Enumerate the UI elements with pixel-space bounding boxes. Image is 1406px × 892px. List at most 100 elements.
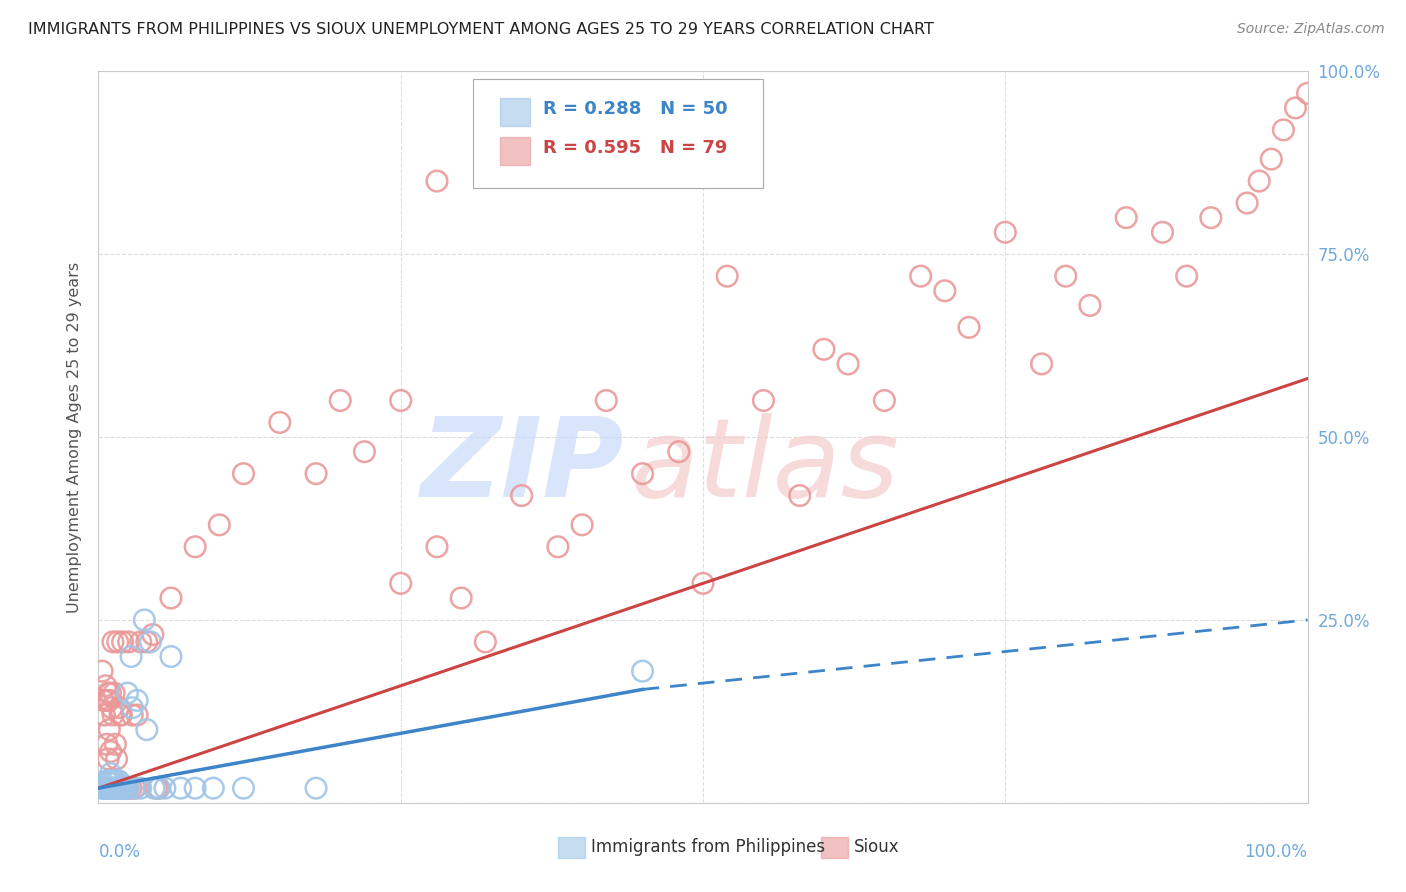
Point <box>1031 357 1053 371</box>
Point <box>148 781 170 796</box>
Point <box>813 343 835 357</box>
Point <box>1236 196 1258 211</box>
Point <box>93 708 115 723</box>
Point <box>305 781 328 796</box>
Point <box>120 781 142 796</box>
Point <box>957 320 980 334</box>
Point <box>716 269 738 284</box>
Point <box>129 635 152 649</box>
Point <box>1115 211 1137 225</box>
Point <box>115 781 138 796</box>
Point <box>184 781 207 796</box>
Point <box>107 781 129 796</box>
Text: R = 0.595   N = 79: R = 0.595 N = 79 <box>543 139 728 157</box>
Point <box>389 576 412 591</box>
Point <box>910 269 932 284</box>
Point <box>837 357 859 371</box>
Point <box>169 781 191 796</box>
Point <box>112 781 135 796</box>
Bar <box>821 838 848 858</box>
Point <box>108 781 131 796</box>
Point <box>114 781 136 796</box>
Point <box>934 284 956 298</box>
Point <box>142 627 165 641</box>
Bar <box>501 137 530 165</box>
Point <box>1296 87 1319 101</box>
Y-axis label: Unemployment Among Ages 25 to 29 years: Unemployment Among Ages 25 to 29 years <box>67 261 83 613</box>
Point <box>547 540 569 554</box>
Point <box>129 781 152 796</box>
Point <box>571 517 593 532</box>
Point <box>91 664 114 678</box>
Point <box>353 444 375 458</box>
Point <box>127 693 149 707</box>
Point <box>134 613 156 627</box>
Point <box>103 686 125 700</box>
Point <box>994 225 1017 239</box>
Point <box>101 708 124 723</box>
Point <box>160 649 183 664</box>
Point <box>450 591 472 605</box>
Point <box>160 591 183 605</box>
Point <box>96 781 118 796</box>
Point <box>329 393 352 408</box>
Text: Immigrants from Philippines: Immigrants from Philippines <box>591 838 825 855</box>
Point <box>789 489 811 503</box>
Point <box>1054 269 1077 284</box>
Point <box>97 781 120 796</box>
Point <box>139 635 162 649</box>
Point <box>110 781 132 796</box>
Point <box>153 781 176 796</box>
Text: 0.0%: 0.0% <box>98 843 141 861</box>
Point <box>100 766 122 780</box>
Point <box>105 752 128 766</box>
Point <box>118 635 141 649</box>
Point <box>1272 123 1295 137</box>
Point <box>98 773 121 788</box>
Point <box>100 781 122 796</box>
Text: Source: ZipAtlas.com: Source: ZipAtlas.com <box>1237 22 1385 37</box>
Point <box>873 393 896 408</box>
Point <box>108 708 131 723</box>
Point <box>94 781 117 796</box>
Point <box>91 693 114 707</box>
Point <box>104 737 127 751</box>
Point <box>101 781 124 796</box>
Point <box>111 635 134 649</box>
Point <box>692 576 714 591</box>
Point <box>105 773 128 788</box>
Point <box>105 781 128 796</box>
Point <box>1199 211 1222 225</box>
Point <box>135 635 157 649</box>
Point <box>101 773 124 788</box>
Point <box>103 781 125 796</box>
Point <box>91 781 114 796</box>
Text: ZIP: ZIP <box>420 413 624 520</box>
Point <box>98 781 121 796</box>
Point <box>98 693 121 707</box>
Point <box>107 635 129 649</box>
Point <box>100 745 122 759</box>
FancyBboxPatch shape <box>474 78 763 188</box>
Point <box>124 781 146 796</box>
Point <box>100 700 122 714</box>
Point <box>96 773 118 788</box>
Point <box>232 467 254 481</box>
Point <box>208 517 231 532</box>
Point <box>631 664 654 678</box>
Point <box>595 393 617 408</box>
Text: Sioux: Sioux <box>855 838 900 855</box>
Point <box>143 781 166 796</box>
Point <box>474 635 496 649</box>
Point <box>426 174 449 188</box>
Point <box>232 781 254 796</box>
Point <box>135 723 157 737</box>
Point <box>121 700 143 714</box>
Point <box>108 781 131 796</box>
Point <box>97 686 120 700</box>
Point <box>96 693 118 707</box>
Point <box>91 781 114 796</box>
Text: atlas: atlas <box>630 413 898 520</box>
Point <box>631 467 654 481</box>
Point <box>1249 174 1271 188</box>
